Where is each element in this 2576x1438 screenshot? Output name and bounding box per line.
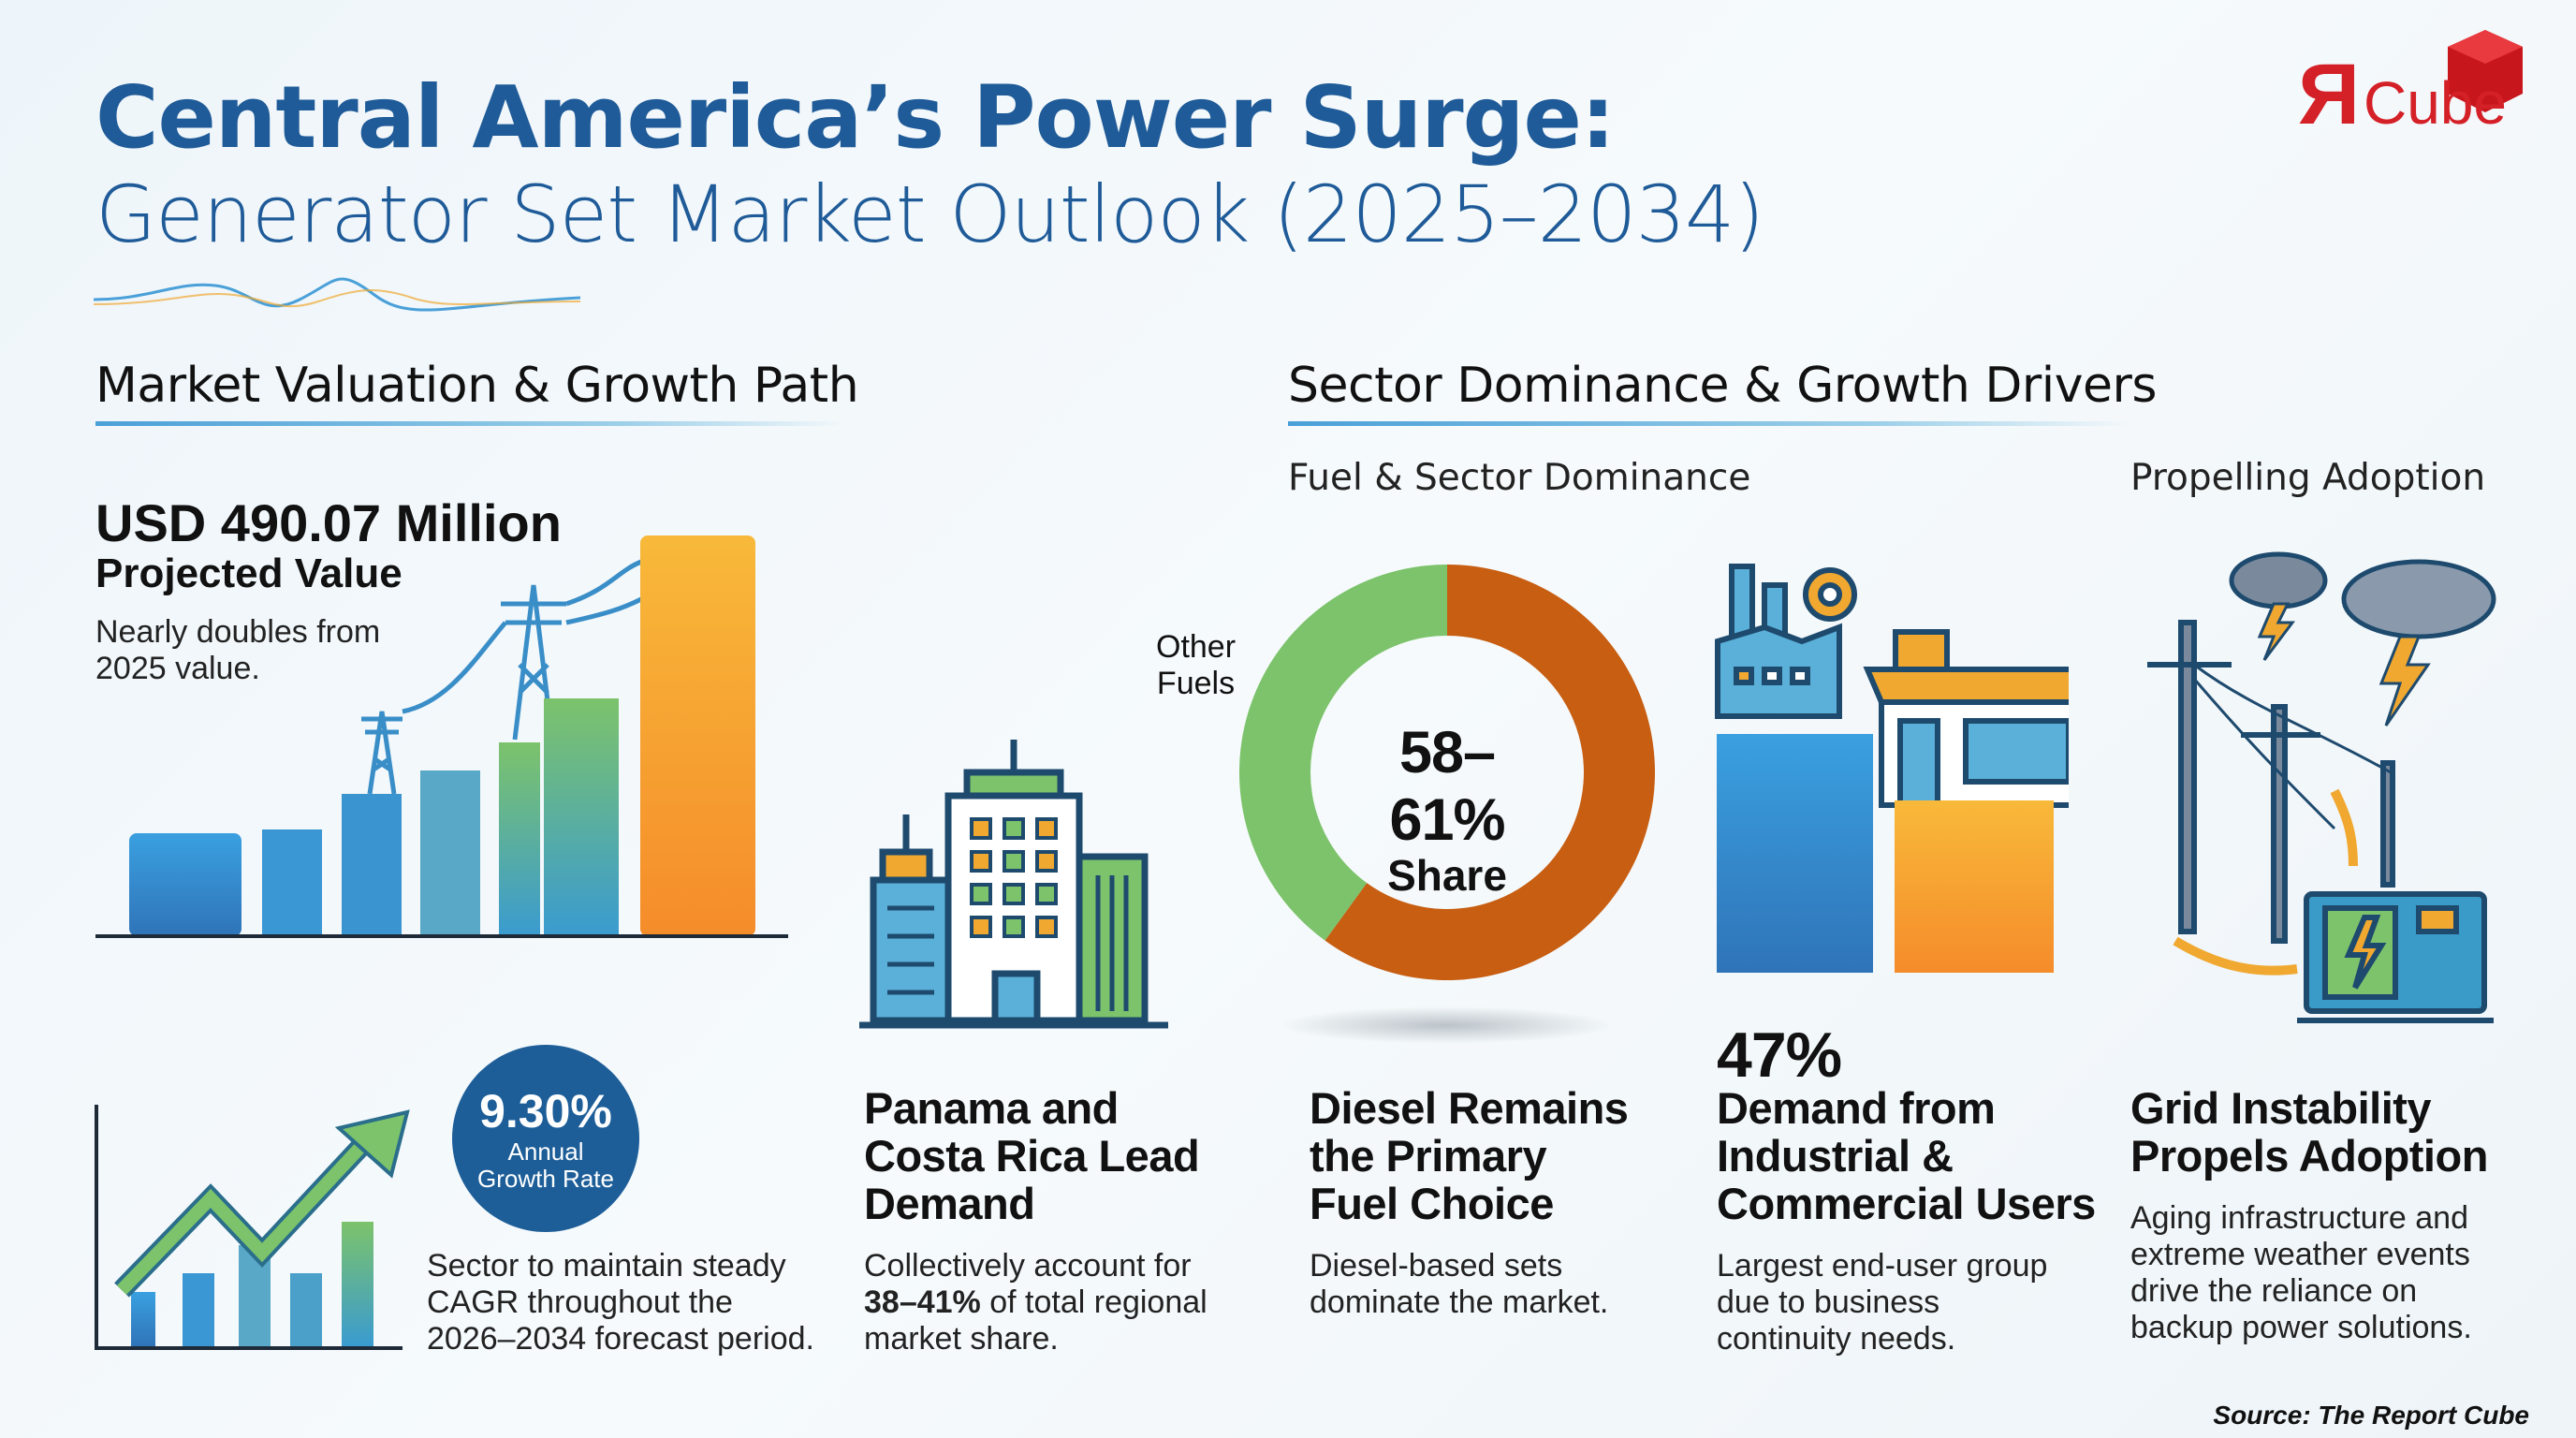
text-line: drive the reliance on <box>2130 1273 2418 1309</box>
industrial-share: 47% <box>1717 1020 1842 1091</box>
value-note-line: Nearly doubles from <box>95 614 381 650</box>
cagr-note: Sector to maintain steady CAGR throughou… <box>427 1248 814 1357</box>
bar <box>129 833 242 936</box>
text-line: Sector to maintain steady <box>427 1248 786 1284</box>
logo: Я Cube <box>2298 21 2541 142</box>
industrial-heading: Demand from Industrial & Commercial Users <box>1717 1084 2096 1227</box>
text-line: Collectively account for <box>864 1248 1192 1284</box>
cagr-value: 9.30% <box>479 1085 612 1137</box>
title-line-1: Central America’s Power Surge: <box>95 67 1616 168</box>
industrial-commercial-illustration <box>1715 564 2069 973</box>
text-line: due to business <box>1717 1284 1940 1320</box>
utility-pole-icon <box>2147 620 2395 944</box>
grid-text: Aging infrastructure and extreme weather … <box>2130 1200 2472 1346</box>
donut-value: 58–61% <box>1389 720 1505 853</box>
subheading-fuel: Fuel & Sector Dominance <box>1288 457 1751 499</box>
text-line: Demand from <box>1717 1083 1996 1133</box>
text-line: Panama and <box>864 1083 1119 1133</box>
donut-slice-diesel <box>1325 565 1655 980</box>
projected-value: USD 490.07 Million <box>95 493 562 552</box>
section-heading-market: Market Valuation & Growth Path <box>95 358 859 414</box>
building-icon <box>859 740 1168 1029</box>
text-line: Fuels <box>1156 666 1236 701</box>
transmission-tower-icon <box>361 559 643 795</box>
text-line: CAGR throughout the <box>427 1284 733 1320</box>
factory-icon <box>1715 564 1857 719</box>
panama-text: Collectively account for 38–41% of total… <box>864 1248 1208 1357</box>
donut-center: 58–61% Share <box>1354 719 1541 901</box>
growth-arrow-chart <box>95 1105 410 1350</box>
text-line: Largest end-user group <box>1717 1248 2048 1284</box>
value-note: Nearly doubles from 2025 value. <box>95 614 380 687</box>
source-credit: Source: The Report Cube <box>2213 1401 2529 1430</box>
text-line: Diesel-based sets <box>1310 1248 1563 1284</box>
projected-value-label: Projected Value <box>95 550 402 596</box>
text-line: continuity needs. <box>1717 1321 1956 1357</box>
panama-heading: Panama and Costa Rica Lead Demand <box>864 1083 1200 1228</box>
cagr-label: Growth Rate <box>477 1165 614 1193</box>
value-note-line: 2025 value. <box>95 651 260 686</box>
donut-shadow <box>1278 1006 1615 1044</box>
text-line: Other <box>1156 629 1237 665</box>
section-heading-sector: Sector Dominance & Growth Drivers <box>1288 358 2157 414</box>
text-line: Demand <box>864 1179 1035 1228</box>
share-value: 38–41% <box>864 1284 981 1320</box>
subheading-adoption: Propelling Adoption <box>2130 457 2486 499</box>
bar <box>262 829 322 936</box>
grid-generator-illustration <box>2147 551 2496 1023</box>
bar <box>544 698 619 936</box>
text-line: backup power solutions. <box>2130 1310 2472 1345</box>
cagr-label: Annual <box>507 1137 584 1166</box>
svg-text:Cube: Cube <box>2364 69 2507 137</box>
section-underline <box>1288 421 2130 426</box>
text-line: Commercial Users <box>1717 1179 2096 1228</box>
title-line-2: Generator Set Market Outlook (2025–2034) <box>95 169 1764 260</box>
donut-slice-other-fuels <box>1239 565 1447 941</box>
text-line: Industrial & <box>1717 1131 1954 1181</box>
text-line: Costa Rica Lead <box>864 1131 1200 1181</box>
section-underline <box>95 421 844 426</box>
text-line: of total regional <box>980 1284 1208 1320</box>
bar <box>342 794 402 936</box>
wave-decoration <box>94 277 580 312</box>
text-line: 2026–2034 forecast period. <box>427 1321 814 1357</box>
text-line: Grid Instability <box>2130 1083 2432 1133</box>
text-line: dominate the market. <box>1310 1284 1609 1320</box>
text-line: Aging infrastructure and <box>2130 1200 2468 1236</box>
svg-text:Я: Я <box>2298 47 2360 138</box>
growth-bar-chart <box>95 536 788 938</box>
industrial-bar <box>1717 734 1873 973</box>
bar <box>420 770 480 936</box>
donut-label: Share <box>1387 851 1507 900</box>
bar <box>499 742 540 936</box>
fuel-donut-chart <box>1239 565 1655 980</box>
diesel-text: Diesel-based sets dominate the market. <box>1310 1248 1608 1321</box>
other-fuels-label: Other Fuels <box>1156 629 1236 702</box>
text-line: Fuel Choice <box>1310 1179 1554 1228</box>
industrial-text: Largest end-user group due to business con… <box>1717 1248 2047 1357</box>
text-line: the Primary <box>1310 1131 1547 1181</box>
bar <box>640 536 755 936</box>
commercial-bar <box>1895 800 2054 973</box>
generator-icon <box>2297 891 2494 1023</box>
cagr-badge: 9.30% Annual Growth Rate <box>452 1045 639 1232</box>
grid-heading: Grid Instability Propels Adoption <box>2130 1084 2488 1180</box>
text-line: Propels Adoption <box>2130 1131 2488 1181</box>
storm-cloud-icon <box>2229 551 2496 726</box>
store-icon <box>1863 629 2069 808</box>
text-line: Diesel Remains <box>1310 1083 1629 1133</box>
diesel-heading: Diesel Remains the Primary Fuel Choice <box>1310 1083 1629 1228</box>
text-line: market share. <box>864 1321 1059 1357</box>
text-line: extreme weather events <box>2130 1237 2470 1272</box>
